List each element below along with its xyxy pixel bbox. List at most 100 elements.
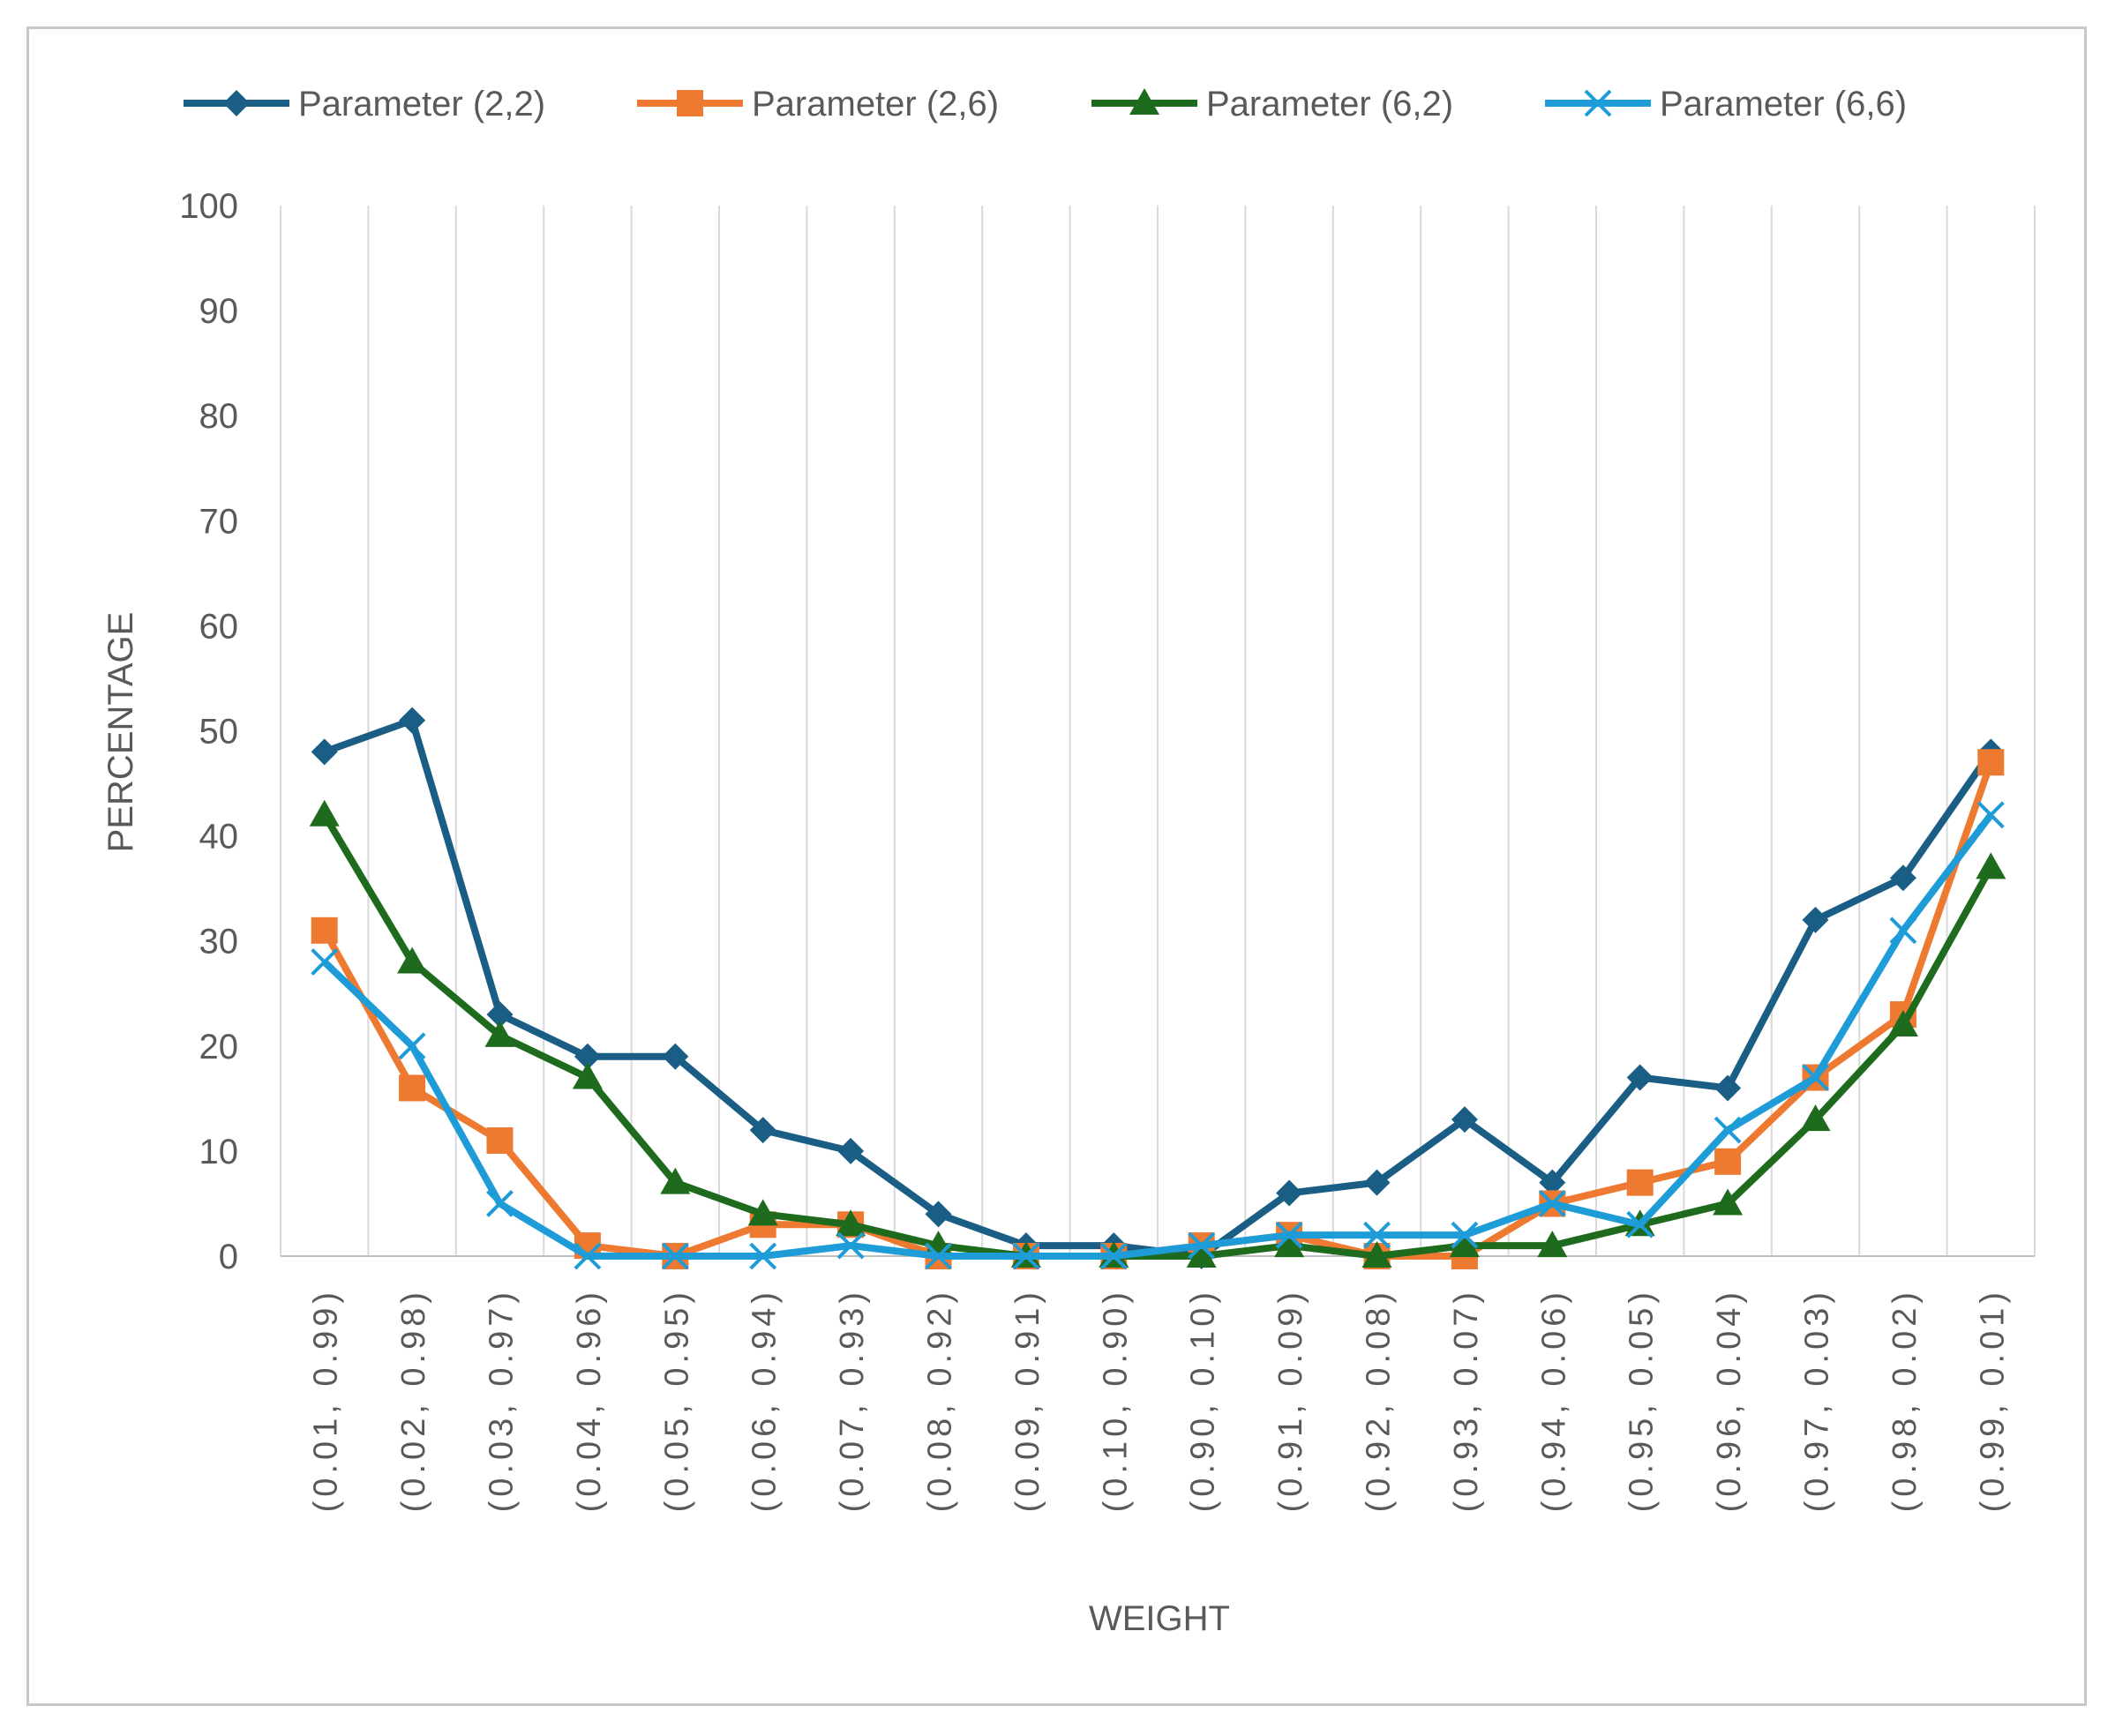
legend-marker [1584,89,1612,117]
data-point [572,1062,603,1089]
data-point [1276,1179,1303,1207]
x-tick-label: (0.98, 0.02) [1886,1288,1924,1512]
data-point [1887,1009,1918,1036]
x-tick-label: (0.09, 0.91) [1009,1288,1046,1512]
data-point [1275,1221,1303,1249]
y-tick-label: 50 [199,713,239,752]
y-tick-label: 90 [199,292,239,331]
legend-marker [677,90,703,116]
data-point [837,1137,865,1164]
legend-label: Parameter (6,2) [1206,85,1453,123]
data-point [398,1032,426,1060]
x-marker-stroke [1626,1210,1654,1238]
data-point [486,1190,514,1217]
legend-label: Parameter (6,6) [1660,85,1907,123]
legend-marker [223,90,250,116]
data-point [925,1242,952,1270]
data-point [574,1043,601,1070]
data-point [1714,1148,1742,1175]
data-point [311,948,339,976]
data-point [1451,1106,1478,1134]
data-point [1538,1190,1566,1217]
data-point [486,1001,514,1029]
data-point [397,947,428,974]
x-marker-stroke [661,1242,689,1270]
y-tick-label: 0 [219,1238,238,1276]
x-marker-stroke [574,1242,602,1270]
x-marker-stroke [1099,1242,1128,1270]
x-marker-stroke [1538,1190,1566,1217]
data-point [1363,1169,1391,1196]
data-point [1363,1221,1391,1249]
x-marker-stroke [1714,1116,1742,1144]
data-point [836,1209,866,1237]
data-point [661,1242,689,1270]
x-marker-stroke [1584,89,1612,117]
data-point [749,1117,776,1144]
data-point [1626,1064,1654,1091]
data-point [1713,1188,1744,1216]
x-marker-stroke [1802,1064,1829,1091]
data-point [311,738,338,766]
series-line [321,812,1994,1260]
data-point [399,707,426,734]
axes: 0 10 20 30 40 50 60 70 80 90 100 (0.01, 0.99) (0.02,… [179,187,2035,1512]
data-point [1361,1241,1392,1268]
x-marker-stroke [1012,1242,1040,1270]
x-marker-stroke [398,1032,426,1060]
data-point [925,1201,952,1228]
data-point [1976,852,2006,879]
data-point [1889,864,1916,892]
data-point [486,1126,514,1154]
data-point [1186,1241,1217,1268]
x-tick-label: (0.01, 0.99) [308,1288,345,1512]
chart-frame [26,26,2087,1706]
legend-marker [1129,88,1159,115]
data-point [1889,917,1917,945]
x-tick-label: (0.05, 0.95) [658,1288,695,1512]
data-point [309,799,340,827]
data-point [1976,801,2005,829]
data-point [1539,1169,1566,1196]
x-marker-stroke [1451,1221,1479,1249]
data-point [747,1199,778,1226]
data-point [1274,1231,1305,1258]
y-axis-title: PERCENTAGE [101,612,140,853]
data-point [1626,1210,1654,1238]
x-marker-stroke [1275,1221,1303,1249]
data-point [1012,1242,1040,1270]
data-point [574,1242,602,1270]
x-marker-stroke [836,1231,865,1260]
data-point [1449,1231,1480,1258]
x-tick-label: (0.02, 0.98) [395,1288,432,1512]
y-tick-label: 30 [199,923,239,962]
y-tick-label: 100 [179,187,238,226]
y-tick-label: 10 [199,1133,239,1171]
data-point [1537,1231,1568,1258]
x-tick-label: (0.96, 0.04) [1711,1288,1748,1512]
x-marker-stroke [1889,917,1917,945]
x-tick-label: (0.04, 0.96) [571,1288,608,1512]
x-marker-stroke [1976,801,2005,829]
data-point [1714,1116,1742,1144]
data-point [1451,1221,1479,1249]
data-point [749,1242,777,1270]
x-tick-label: (0.99, 0.01) [1974,1288,2011,1512]
data-point [399,1074,426,1102]
x-marker-stroke [486,1190,514,1217]
y-tick-label: 70 [199,502,239,541]
y-tick-label: 60 [199,607,239,646]
data-point [1802,906,1829,933]
x-tick-label: (0.95, 0.05) [1624,1288,1661,1512]
y-tick-label: 40 [199,818,239,857]
data-point [1626,1169,1654,1196]
data-point [311,917,338,944]
gridlines [280,206,2036,1256]
data-point [1714,1074,1742,1102]
x-tick-label: (0.90, 0.10) [1185,1288,1222,1512]
legend-item: Parameter (6,2) [1091,85,1453,123]
series-line [321,812,1994,1260]
series-group [309,707,2006,1270]
x-tick-label: (0.06, 0.94) [746,1288,784,1512]
data-point [1802,1064,1829,1091]
